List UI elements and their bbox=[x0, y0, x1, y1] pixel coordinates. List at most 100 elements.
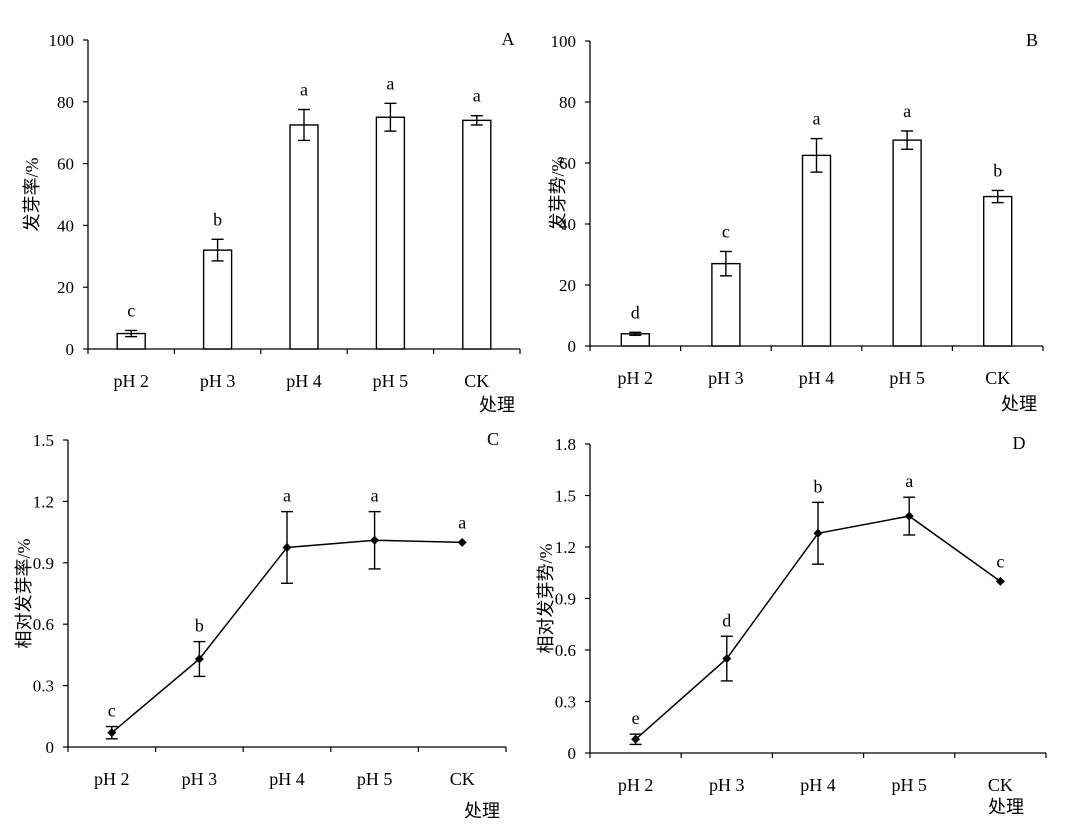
data-point bbox=[457, 537, 467, 547]
y-tick-label: 0 bbox=[568, 337, 577, 356]
significance-label: b bbox=[213, 209, 222, 229]
x-tick-label: pH 3 bbox=[709, 775, 745, 795]
bar bbox=[462, 119, 492, 350]
significance-label: d bbox=[722, 610, 731, 630]
chart-panel-c: 0 0.3 0.6 0.9 1.2 1.5 pH 2 pH 3 pH 4 pH 5 CK 处理 相对发芽… bbox=[14, 429, 507, 821]
x-tick-label: CK bbox=[464, 371, 489, 391]
significance-label: b bbox=[814, 476, 823, 496]
y-tick-label: 20 bbox=[57, 278, 74, 297]
data-point bbox=[107, 728, 117, 738]
bar bbox=[375, 116, 406, 350]
x-tick-label: pH 3 bbox=[708, 368, 744, 388]
x-tick-label: CK bbox=[450, 769, 475, 789]
significance-label: c bbox=[722, 221, 730, 241]
y-tick-label: 0.3 bbox=[33, 677, 54, 696]
significance-label: a bbox=[283, 486, 291, 506]
y-tick-label: 1.2 bbox=[555, 538, 576, 557]
bar bbox=[801, 154, 832, 347]
y-tick-label: 100 bbox=[49, 31, 75, 50]
data-point bbox=[722, 654, 732, 664]
bar bbox=[289, 124, 319, 350]
significance-label: c bbox=[996, 551, 1004, 571]
significance-label: a bbox=[371, 486, 379, 506]
x-tick-label: pH 3 bbox=[200, 371, 236, 391]
x-tick-label: pH 2 bbox=[94, 769, 130, 789]
y-tick-label: 100 bbox=[551, 32, 577, 51]
y-tick-label: 20 bbox=[559, 276, 576, 295]
significance-label: a bbox=[458, 512, 466, 532]
y-tick-label: 40 bbox=[559, 215, 576, 234]
x-axis-label: 处理 bbox=[464, 801, 500, 821]
significance-label: a bbox=[473, 86, 481, 106]
y-tick-label: 80 bbox=[57, 93, 74, 112]
data-point bbox=[995, 576, 1005, 586]
y-tick-label: 0.6 bbox=[33, 615, 54, 634]
significance-label: e bbox=[632, 708, 640, 728]
x-tick-label: pH 5 bbox=[889, 368, 925, 388]
y-tick-label: 80 bbox=[559, 93, 576, 112]
y-tick-label: 1.5 bbox=[33, 431, 54, 450]
x-axis-label: 处理 bbox=[479, 395, 515, 415]
significance-label: b bbox=[195, 616, 204, 636]
x-tick-label: pH 4 bbox=[800, 775, 836, 795]
y-tick-label: 60 bbox=[57, 155, 74, 174]
x-tick-label: pH 5 bbox=[891, 775, 927, 795]
significance-label: a bbox=[903, 101, 911, 121]
x-tick-label: CK bbox=[985, 368, 1010, 388]
y-tick-label: 0.9 bbox=[555, 590, 576, 609]
x-tick-label: CK bbox=[988, 775, 1013, 795]
y-tick-label: 0.6 bbox=[555, 641, 576, 660]
data-point bbox=[194, 654, 204, 664]
x-tick-label: pH 2 bbox=[113, 371, 149, 391]
data-point bbox=[282, 542, 292, 552]
y-tick-label: 1.2 bbox=[33, 492, 54, 511]
significance-label: a bbox=[386, 73, 394, 93]
data-point bbox=[904, 511, 914, 521]
y-tick-label: 0.9 bbox=[33, 554, 54, 573]
y-tick-label: 0 bbox=[46, 738, 55, 757]
x-tick-label: pH 4 bbox=[799, 368, 835, 388]
significance-label: b bbox=[993, 160, 1002, 180]
x-tick-label: pH 2 bbox=[618, 368, 654, 388]
significance-label: a bbox=[300, 80, 308, 100]
data-point bbox=[631, 734, 641, 744]
y-axis-label: 发芽势/% bbox=[548, 156, 568, 230]
y-tick-label: 40 bbox=[57, 216, 74, 235]
x-tick-label: pH 3 bbox=[182, 769, 218, 789]
significance-label: a bbox=[905, 471, 913, 491]
x-axis-label: 处理 bbox=[1001, 394, 1037, 414]
panel-letter: B bbox=[1026, 30, 1038, 50]
bar bbox=[892, 139, 922, 347]
significance-label: c bbox=[127, 300, 135, 320]
y-tick-label: 0 bbox=[66, 340, 75, 359]
significance-label: d bbox=[631, 302, 640, 322]
y-tick-label: 0 bbox=[568, 744, 577, 763]
y-axis-label: 相对发芽率/% bbox=[14, 538, 34, 648]
bar bbox=[202, 249, 233, 350]
y-tick-label: 0.3 bbox=[555, 693, 576, 712]
data-point bbox=[813, 528, 823, 538]
chart-panel-b: 0 20 40 60 80 100 pH 2 pH 3 pH 4 pH 5 CK 处理 发芽势/% Bd c… bbox=[548, 30, 1044, 414]
bar bbox=[983, 195, 1013, 347]
y-tick-label: 1.5 bbox=[555, 487, 576, 506]
x-tick-label: pH 5 bbox=[357, 769, 393, 789]
panel-letter: A bbox=[502, 29, 515, 49]
y-tick-label: 1.8 bbox=[555, 435, 576, 454]
y-axis-label: 发芽率/% bbox=[22, 157, 42, 231]
significance-label: a bbox=[813, 109, 821, 129]
x-tick-label: pH 2 bbox=[618, 775, 654, 795]
x-axis-label: 处理 bbox=[988, 797, 1024, 817]
panel-letter: D bbox=[1013, 433, 1026, 453]
y-axis-label: 相对发芽势/% bbox=[536, 543, 556, 653]
chart-panel-a: 0 20 40 60 80 100 pH 2 pH 3 pH 4 pH 5 CK 处理 发芽率/% Ac b… bbox=[22, 29, 521, 415]
x-tick-label: pH 4 bbox=[269, 769, 305, 789]
bar bbox=[711, 262, 741, 347]
y-tick-label: 60 bbox=[559, 154, 576, 173]
x-tick-label: pH 4 bbox=[286, 371, 322, 391]
data-point bbox=[370, 535, 380, 545]
panel-letter: C bbox=[487, 429, 499, 449]
x-tick-label: pH 5 bbox=[373, 371, 409, 391]
significance-label: c bbox=[108, 701, 116, 721]
